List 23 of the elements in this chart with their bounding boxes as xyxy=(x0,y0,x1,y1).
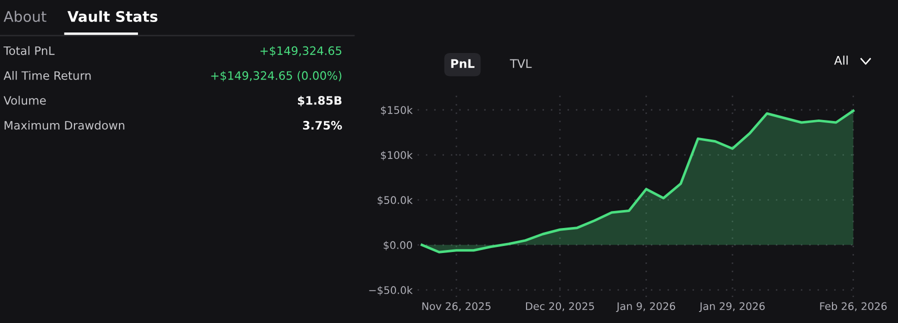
text: 3.75% xyxy=(303,120,342,130)
y-tick-label: −$50.0k xyxy=(369,286,413,296)
text: Vault Stats xyxy=(67,10,158,22)
text: Volume xyxy=(4,96,46,105)
text: TVL xyxy=(510,59,532,68)
x-tick-label: Nov 26, 2025 xyxy=(422,302,490,312)
text: +$149,324.65 xyxy=(260,46,342,57)
y-tick-label: $50.0k xyxy=(378,196,413,206)
y-tick-label: $100k xyxy=(381,150,413,160)
text: Total PnL xyxy=(4,46,55,56)
text: All xyxy=(834,56,848,65)
y-tick-label: $0.00 xyxy=(384,240,412,250)
text: Maximum Drawdown xyxy=(4,120,124,130)
x-tick-label: Dec 20, 2025 xyxy=(526,302,594,312)
y-tick-label: $150k xyxy=(381,106,413,116)
x-tick-label: Feb 26, 2026 xyxy=(820,302,887,312)
x-tick-label: Jan 29, 2026 xyxy=(699,302,765,312)
text: About xyxy=(4,10,46,22)
text: PnL xyxy=(451,59,474,68)
text: All Time Return xyxy=(4,70,91,80)
x-tick-label: Jan 9, 2026 xyxy=(616,302,676,312)
text: +$149,324.65 (0.00%) xyxy=(211,70,342,82)
text: $1.85B xyxy=(298,96,342,106)
